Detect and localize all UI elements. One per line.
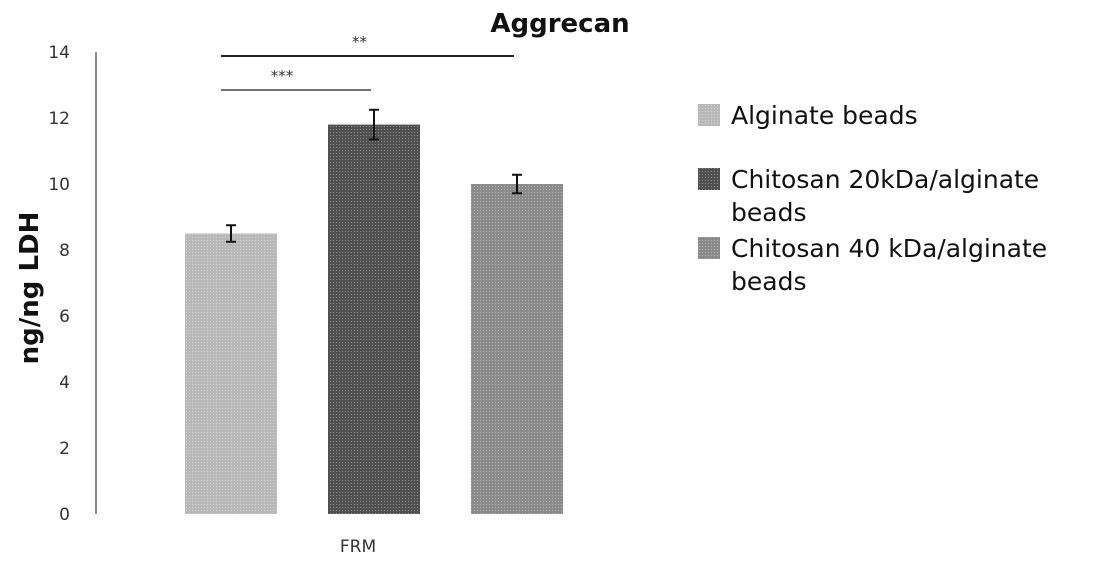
y-tick-label: 8	[59, 241, 70, 261]
error-bar	[512, 173, 522, 195]
y-tick-label: 4	[59, 373, 70, 393]
legend-swatch-texture	[698, 104, 720, 126]
y-tick-label: 12	[48, 109, 70, 129]
chart-title: Aggrecan	[490, 9, 629, 39]
legend-label: Chitosan 40 kDa/alginate	[731, 234, 1047, 263]
significance-label: ***	[271, 67, 294, 85]
error-bars	[226, 108, 522, 243]
error-bar	[369, 108, 379, 141]
y-tick-label: 14	[48, 43, 70, 63]
bar-texture	[185, 233, 277, 514]
bar-texture	[471, 184, 563, 514]
bar-texture	[328, 124, 420, 514]
legend: Alginate beads Chitosan 20kDa/alginate bea…	[698, 101, 1047, 296]
legend-label: beads	[731, 198, 806, 227]
legend-label: Alginate beads	[731, 101, 918, 130]
y-tick-label: 6	[59, 307, 70, 327]
legend-swatch-texture	[698, 168, 720, 190]
significance-label: **	[352, 33, 368, 51]
bars	[185, 124, 563, 514]
y-tick-label: 0	[59, 505, 70, 525]
legend-label: beads	[731, 267, 806, 296]
y-tick-label: 10	[48, 175, 70, 195]
legend-label: Chitosan 20kDa/alginate	[731, 165, 1039, 194]
y-tick-label: 2	[59, 439, 70, 459]
y-axis-ticks: 0 2 4 6 8 10 12 14	[48, 43, 70, 525]
error-bar	[226, 224, 236, 243]
x-category-label: FRM	[340, 537, 376, 557]
legend-swatch-texture	[698, 237, 720, 259]
y-axis-label: ng/ng LDH	[15, 212, 45, 365]
significance-brackets: *****	[221, 33, 514, 91]
